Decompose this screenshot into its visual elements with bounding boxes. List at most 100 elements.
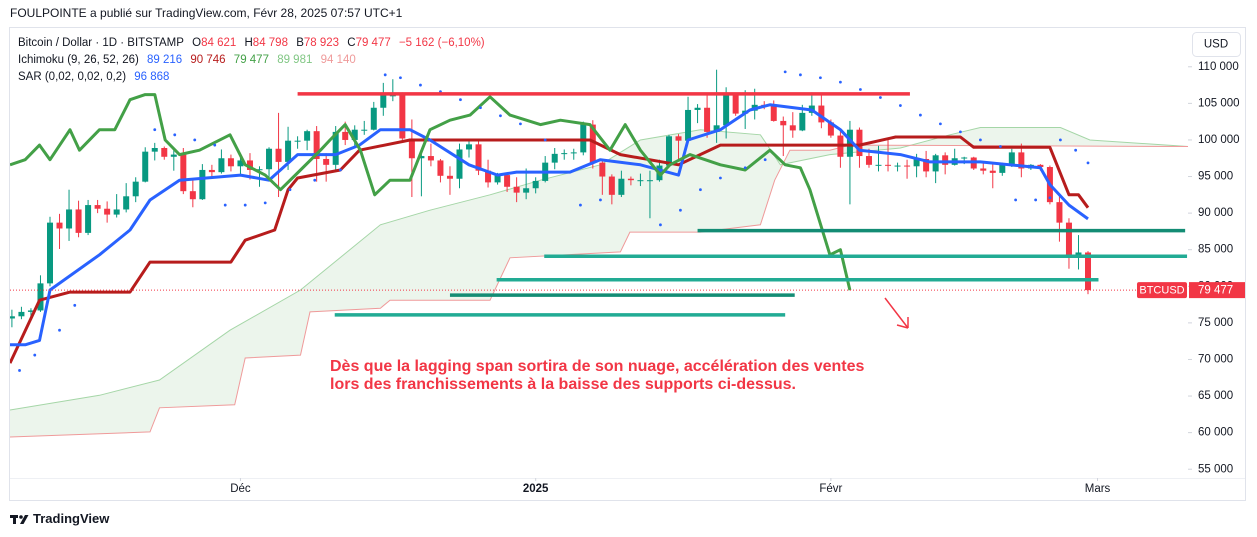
sar-dot xyxy=(599,198,602,202)
x-tick-label: Déc xyxy=(230,483,251,495)
candle-body xyxy=(66,209,73,229)
sar-dot xyxy=(719,176,722,180)
conversion-line xyxy=(10,103,1089,347)
candle-body xyxy=(151,148,158,152)
sar-dot xyxy=(958,130,962,134)
sar-dot xyxy=(243,203,247,207)
candle-body xyxy=(180,154,187,192)
sar-dot xyxy=(819,76,822,80)
sar-dot xyxy=(419,83,422,87)
brand: TradingView xyxy=(33,511,110,526)
arrow xyxy=(884,297,909,329)
sar-dot xyxy=(1034,198,1038,202)
sar-dot xyxy=(1074,148,1078,152)
candle-body xyxy=(132,181,139,197)
candle-body xyxy=(466,144,473,150)
indicator-value: 79 477 xyxy=(233,54,269,66)
sar-dot xyxy=(1086,161,1090,165)
ohlc-key: B xyxy=(296,37,304,49)
symbol: Bitcoin / Dollar · 1D · BITSTAMP xyxy=(18,37,184,49)
price-tag: 79 477 xyxy=(1198,285,1233,297)
x-tick-label: Févr xyxy=(819,483,842,495)
candle-body xyxy=(856,129,863,157)
sar-dot xyxy=(859,88,862,91)
sar-dot xyxy=(579,203,582,207)
currency-label[interactable]: USD xyxy=(1204,39,1228,51)
y-tick-label: 105 000 xyxy=(1198,97,1240,109)
candle-body xyxy=(780,120,787,126)
ohlc-key: H xyxy=(244,37,253,49)
ohlc-key: C xyxy=(347,37,356,49)
currency-button[interactable] xyxy=(1192,32,1241,57)
candle-body xyxy=(351,129,358,140)
candle-body xyxy=(361,129,368,131)
candle-body xyxy=(589,124,596,163)
candle-body xyxy=(865,156,872,165)
candle-body xyxy=(418,156,425,159)
y-tick-label: 100 000 xyxy=(1198,134,1240,146)
sar-dot xyxy=(679,208,682,212)
candle-body xyxy=(513,186,520,193)
sar-dot xyxy=(879,96,882,99)
candle-body xyxy=(1065,222,1072,255)
candle-body xyxy=(627,178,634,181)
sar-dot xyxy=(659,223,662,227)
candle-body xyxy=(799,112,806,131)
ohlc-value: 78 923 xyxy=(303,37,340,49)
candle-body xyxy=(665,136,672,166)
sar-dot xyxy=(459,98,462,102)
y-tick-label: 65 000 xyxy=(1198,390,1233,402)
legend: Bitcoin / Dollar · 1D · BITSTAMP O84 621… xyxy=(18,35,490,86)
sar-dot xyxy=(899,104,902,107)
candle-body xyxy=(142,151,149,182)
y-tick-label: 90 000 xyxy=(1198,207,1233,219)
ohlc-value: 79 477 xyxy=(355,37,391,49)
candle-body xyxy=(894,165,901,167)
candle-body xyxy=(704,107,711,132)
price-tag-box xyxy=(1189,282,1245,299)
candle-body xyxy=(551,153,558,163)
candle-body xyxy=(75,209,82,233)
indicator-value: 89 216 xyxy=(147,54,183,66)
candle-body xyxy=(313,131,320,159)
candle-body xyxy=(304,131,311,141)
candle-body xyxy=(237,160,244,167)
candle-body xyxy=(923,158,930,172)
candle-body xyxy=(456,149,463,179)
candle-body xyxy=(1056,202,1063,223)
candle-body xyxy=(732,95,739,114)
sar-dot xyxy=(499,114,502,118)
y-tick-label: 85 000 xyxy=(1198,244,1233,256)
candle-body xyxy=(913,158,920,167)
candle-body xyxy=(94,205,101,209)
candle-body xyxy=(1018,152,1025,169)
candle-body xyxy=(161,148,168,157)
candle-body xyxy=(246,160,253,170)
candle-body xyxy=(485,170,492,183)
candle-body xyxy=(646,180,653,182)
candle-body xyxy=(942,155,949,165)
symbol-tag: BTCUSD xyxy=(1139,285,1184,297)
candle-body xyxy=(208,169,215,173)
sar-dot xyxy=(1014,198,1018,202)
candle-body xyxy=(18,311,25,317)
candle-body xyxy=(85,205,92,233)
y-tick-label: 70 000 xyxy=(1198,353,1233,365)
candle-body xyxy=(37,283,44,311)
y-tick-label: 60 000 xyxy=(1198,427,1233,439)
candle-body xyxy=(46,222,53,284)
candle-body xyxy=(104,208,111,215)
sar-dot xyxy=(699,188,702,192)
sar-dot xyxy=(153,128,157,132)
candle-body xyxy=(980,168,987,171)
indicator-label: SAR (0,02, 0,02, 0,2) xyxy=(18,71,127,83)
sar-dot xyxy=(479,106,482,110)
sar-dot xyxy=(939,122,942,126)
sar-dot xyxy=(1058,138,1062,142)
candle-body xyxy=(427,156,434,161)
candle-body xyxy=(685,109,692,141)
candle-body xyxy=(999,164,1006,173)
change: −5 162 (−6,10%) xyxy=(398,37,485,49)
candle-body xyxy=(818,105,825,123)
logo xyxy=(10,515,29,524)
